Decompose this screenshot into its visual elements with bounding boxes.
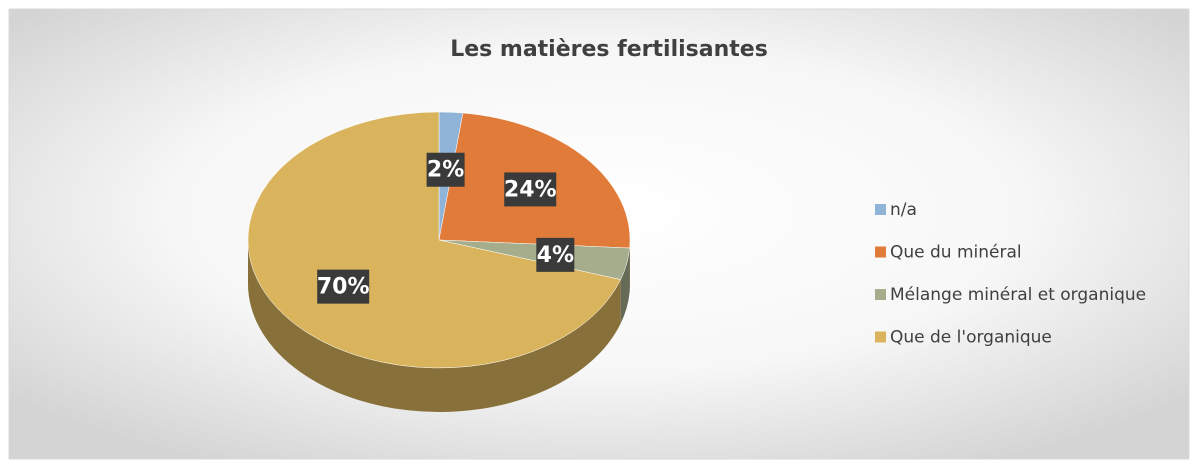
slice-side xyxy=(620,248,630,324)
chart-title: Les matières fertilisantes xyxy=(450,37,768,62)
data-label-box xyxy=(504,172,557,207)
legend-label: Mélange minéral et organique xyxy=(890,285,1146,305)
legend-label: Que de l'organique xyxy=(890,328,1052,348)
legend-swatch xyxy=(875,246,886,258)
data-label-box xyxy=(317,269,370,304)
slice-side xyxy=(248,240,621,413)
data-label: 2% xyxy=(427,158,464,183)
legend-label: n/a xyxy=(890,200,917,220)
data-label: 70% xyxy=(317,275,370,300)
legend-swatch xyxy=(875,331,886,343)
legend-swatch xyxy=(875,289,886,300)
data-label: 4% xyxy=(537,243,574,268)
slice xyxy=(247,111,622,369)
data-label-box xyxy=(536,237,575,272)
data-label-box xyxy=(426,152,465,187)
data-label: 24% xyxy=(504,177,557,202)
legend-label: Que du minéral xyxy=(890,243,1022,263)
legend-swatch xyxy=(875,204,886,215)
